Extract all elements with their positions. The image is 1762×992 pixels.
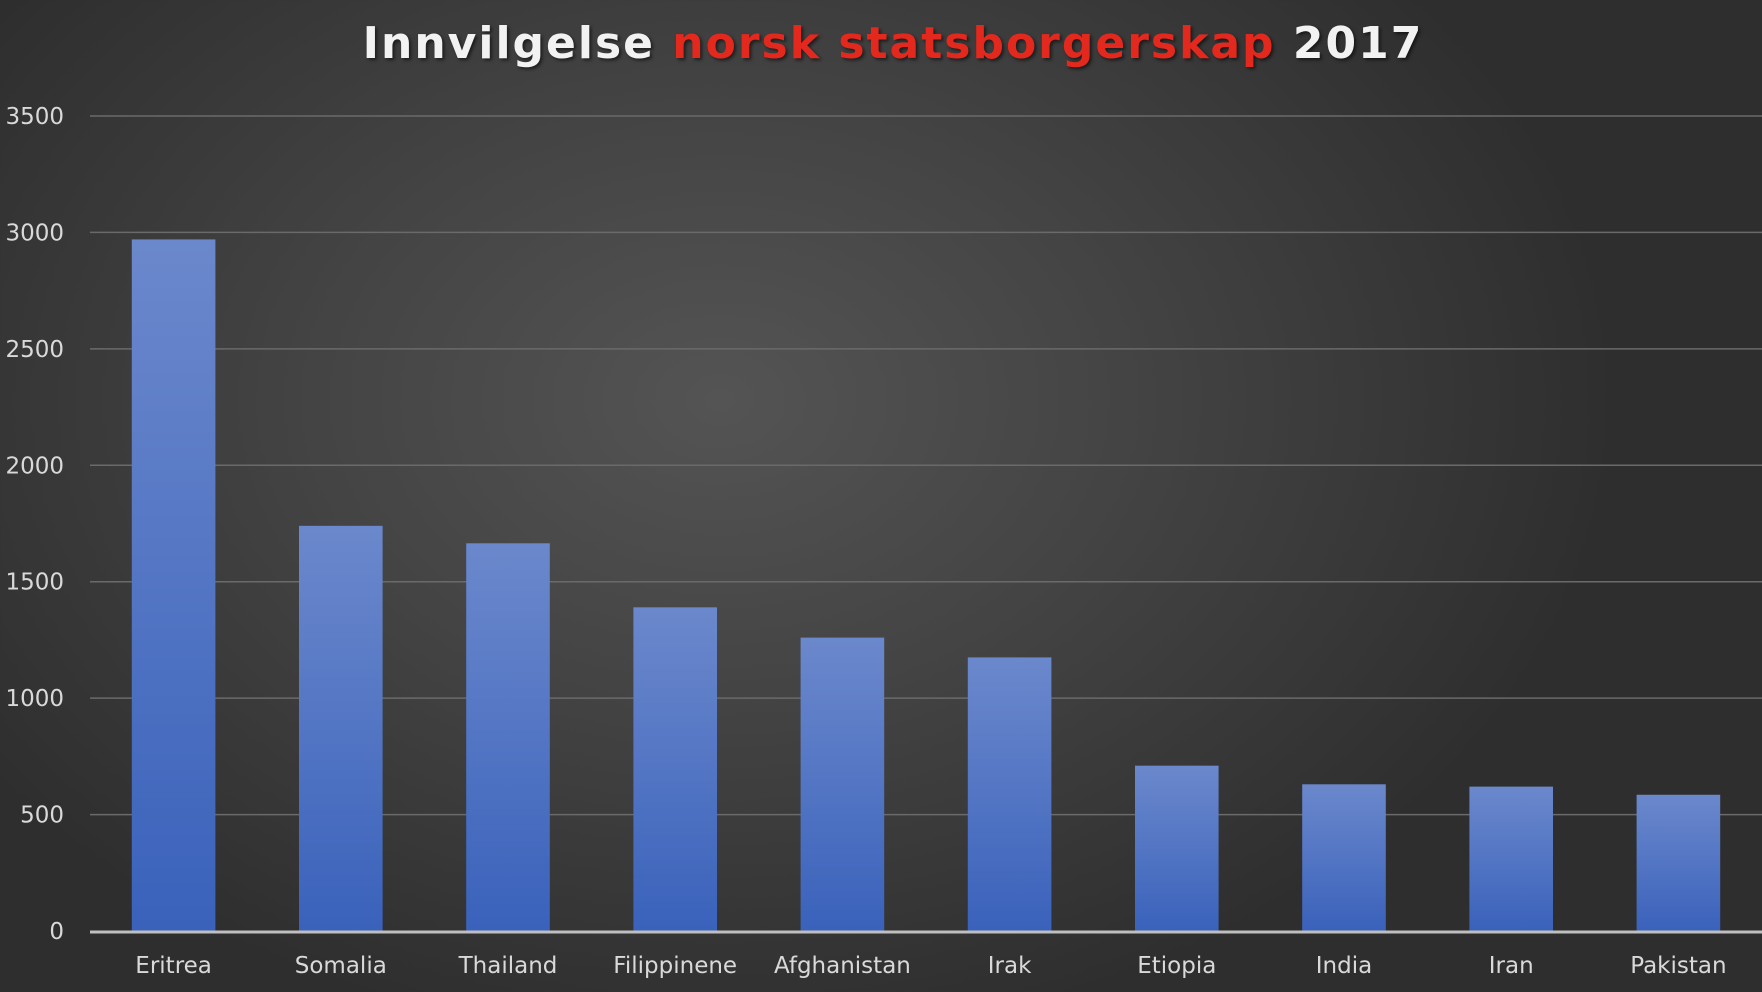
y-tick-label: 3500 xyxy=(5,104,64,130)
bar-somalia xyxy=(299,525,383,931)
x-category-label: Eritrea xyxy=(135,953,212,979)
y-tick-label: 2000 xyxy=(5,453,64,479)
x-category-label: Somalia xyxy=(295,953,387,979)
chart-title: Innvilgelse norsk statsborgerskap 2017 xyxy=(0,18,1762,69)
x-category-label: Etiopia xyxy=(1137,953,1216,979)
chart-title-part-1: Innvilgelse xyxy=(362,18,673,69)
bar-iran xyxy=(1469,786,1553,931)
bars xyxy=(131,239,1721,931)
bar-eritrea xyxy=(131,239,216,931)
x-category-label: Irak xyxy=(988,953,1032,979)
y-tick-label: 1000 xyxy=(5,686,64,712)
y-tick-label: 1500 xyxy=(5,570,64,596)
y-tick-label: 500 xyxy=(20,803,64,829)
chart-title-accent: norsk statsborgerskap xyxy=(672,18,1276,69)
y-tick-label: 3000 xyxy=(5,220,64,246)
x-axis-labels: Eritrea Somalia Thailand Filippinene Afghani… xyxy=(135,953,1726,979)
bar-thailand xyxy=(466,543,550,931)
x-category-label: Pakistan xyxy=(1630,953,1726,979)
x-category-label: Thailand xyxy=(458,953,558,979)
y-axis-ticks: 0 500 1000 1500 2000 2500 3000 3500 xyxy=(5,104,64,945)
x-category-label: Iran xyxy=(1489,953,1534,979)
bar-pakistan xyxy=(1636,794,1721,931)
y-tick-label: 2500 xyxy=(5,337,64,363)
bar-etiopia xyxy=(1135,765,1219,931)
bar-india xyxy=(1302,784,1386,931)
y-tick-label: 0 xyxy=(49,919,64,945)
x-category-label: Filippinene xyxy=(613,953,737,979)
chart-title-part-3: 2017 xyxy=(1275,18,1424,69)
x-category-label: Afghanistan xyxy=(774,953,911,979)
x-category-label: India xyxy=(1316,953,1372,979)
bar-afghanistan xyxy=(800,637,885,931)
bar-filippinene xyxy=(633,607,717,931)
bar-irak xyxy=(967,657,1052,931)
